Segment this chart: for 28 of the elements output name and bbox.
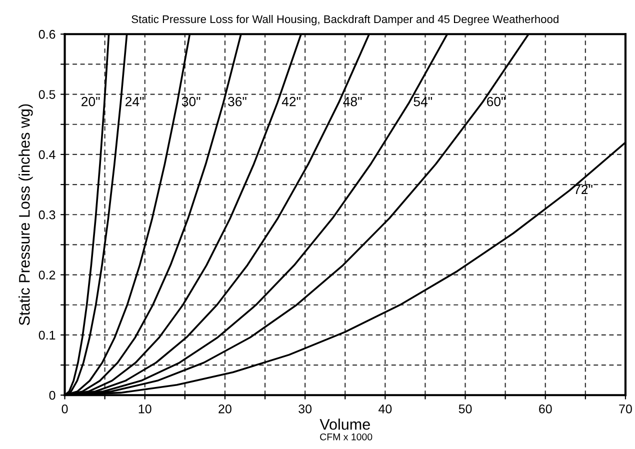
series-label: 42" xyxy=(282,96,300,106)
y-tick-label: 0.3 xyxy=(38,210,56,220)
x-tick-label: 50 xyxy=(458,404,472,414)
x-tick-label: 30 xyxy=(298,404,312,414)
x-tick-label: 40 xyxy=(378,404,392,414)
series-label: 30" xyxy=(182,96,200,106)
text: CFM x 1000 xyxy=(320,433,372,440)
x-tick-label: 20 xyxy=(218,404,232,414)
series-label: 54" xyxy=(414,97,432,106)
series-label: 72" xyxy=(574,184,592,194)
x-tick-label: 10 xyxy=(138,404,152,414)
chart-title: Static Pressure Loss for Wall Housing, Backdraft Damper and 45 Degree Weatherhood xyxy=(132,14,558,26)
y-tick-label: 0.5 xyxy=(38,90,56,99)
series-label: 36" xyxy=(228,96,246,106)
x-axis-title: Volume xyxy=(320,418,370,430)
y-tick-label: 0.1 xyxy=(38,330,56,340)
series-label: 24" xyxy=(126,96,144,106)
series-label: 60" xyxy=(487,96,506,106)
x-tick-label: 60 xyxy=(539,404,552,414)
x-tick-label: 0 xyxy=(62,404,68,414)
y-tick-label: 0.6 xyxy=(38,30,56,39)
y-tick-label: 0.4 xyxy=(38,150,56,160)
x-tick-label: 70 xyxy=(619,404,632,414)
y-tick-label: 0.2 xyxy=(38,270,56,280)
series-label: 48" xyxy=(343,96,362,106)
y-axis-title: Static Pressure Loss (inches wg) xyxy=(18,104,33,326)
series-label: 20" xyxy=(82,96,100,106)
y-tick-label: 0 xyxy=(49,390,56,400)
